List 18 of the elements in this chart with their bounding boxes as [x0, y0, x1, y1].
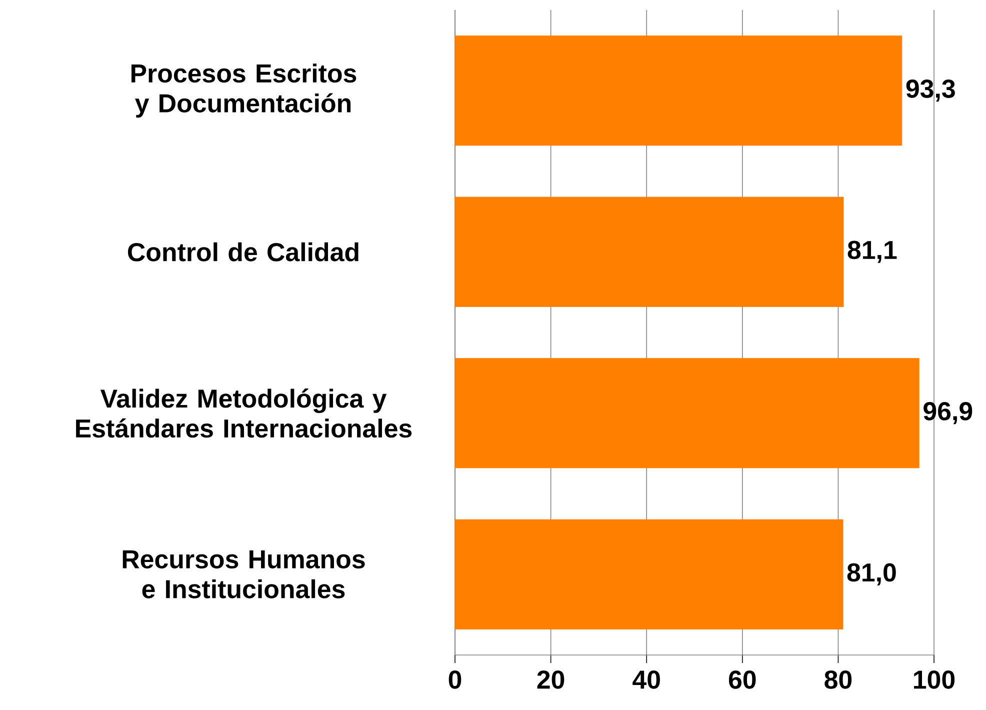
bar [454, 36, 902, 146]
x-tick-label: 80 [824, 670, 852, 689]
y-tick-label: Validez Metodológica y Estándares Internacionales [76, 388, 412, 438]
data-label: 81,0 [847, 563, 896, 586]
data-label: 96,9 [924, 402, 972, 424]
y-tick-label: Procesos Escritos y Documentación [131, 64, 356, 118]
x-tick-label: 40 [632, 670, 660, 689]
x-tick-label: 20 [537, 670, 564, 689]
bar [454, 358, 920, 468]
data-label: 93,3 [906, 80, 955, 102]
y-tick-label: Recursos Humanos e Institucionales [122, 550, 365, 598]
bar [454, 196, 844, 307]
bar [454, 519, 844, 630]
x-tick-label: 0 [448, 670, 462, 689]
x-tick-label: 100 [914, 670, 955, 689]
x-tick-label: 60 [728, 670, 756, 689]
y-tick-label: Control de Calidad [128, 242, 358, 262]
data-label: 81,1 [848, 240, 897, 263]
